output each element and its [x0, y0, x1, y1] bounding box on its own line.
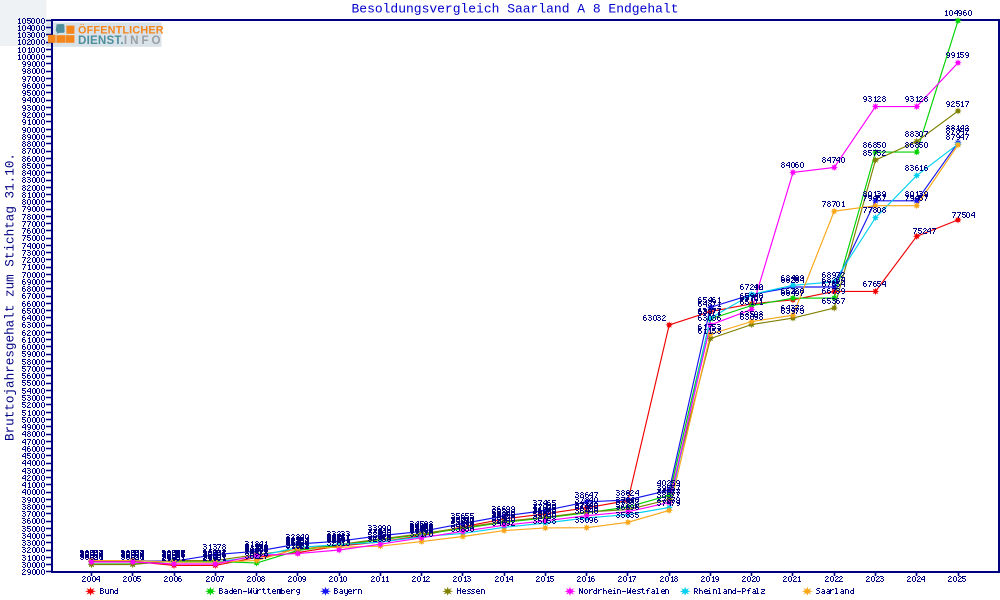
svg-text:DIENST.INFO: DIENST.INFO — [78, 34, 164, 47]
svg-text:Bruttojahresgehalt zum Stichta: Bruttojahresgehalt zum Stichtag 31.10. — [4, 153, 18, 441]
svg-text:Besoldungsvergleich Saarland A: Besoldungsvergleich Saarland A 8 Endgeha… — [352, 2, 679, 17]
svg-text:ÖFFENTLICHER: ÖFFENTLICHER — [78, 24, 164, 37]
